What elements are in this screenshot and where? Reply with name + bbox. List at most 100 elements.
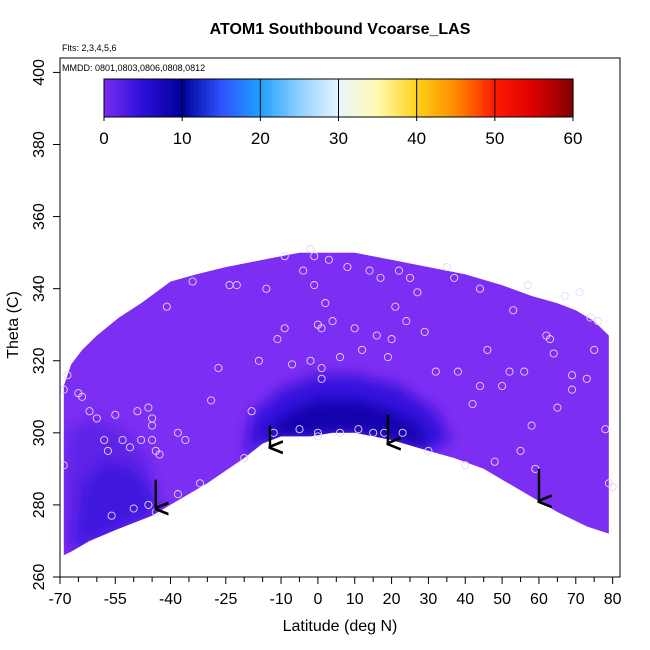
colorbar-swatch: [549, 79, 555, 117]
dates-subtitle: MMDD: 0801,0803,0806,0808,0812: [62, 63, 205, 73]
observation-point: [310, 252, 319, 261]
observation-point: [568, 371, 577, 380]
colorbar-tick-label: 60: [564, 129, 583, 148]
observation-point: [262, 284, 271, 293]
colorbar-swatch: [225, 79, 230, 117]
observation-point: [350, 324, 359, 333]
colorbar-swatch: [408, 79, 414, 117]
observation-point: [232, 281, 241, 290]
colorbar-swatch: [440, 79, 445, 117]
colorbar-swatch: [115, 79, 121, 117]
y-tick-label: 400: [31, 59, 48, 86]
colorbar-swatch: [401, 79, 406, 117]
colorbar-swatch: [201, 79, 207, 117]
colorbar-swatch: [268, 79, 273, 117]
colorbar-swatch: [322, 79, 328, 117]
observation-point: [468, 399, 477, 409]
colorbar-swatch: [494, 79, 500, 117]
observation-point: [85, 407, 94, 416]
colorbar-swatch: [533, 79, 539, 117]
descent-arrows: [156, 414, 539, 509]
colorbar-swatch: [193, 79, 199, 117]
colorbar-swatch: [506, 79, 512, 117]
observation-point: [527, 421, 536, 430]
colorbar-swatch: [315, 79, 320, 117]
colorbar-swatch: [510, 79, 515, 117]
x-tick-label: 20: [383, 591, 401, 608]
observation-point: [118, 435, 127, 445]
observation-point: [299, 266, 308, 275]
colorbar-swatch: [186, 79, 191, 117]
observation-point: [144, 500, 153, 509]
observation-point: [545, 335, 555, 344]
colorbar-swatch: [162, 79, 168, 117]
x-tick-label: -25: [214, 591, 237, 608]
colorbar-swatch: [182, 79, 187, 117]
colorbar-swatch: [471, 79, 476, 117]
heatmap-field: [63, 252, 609, 556]
observation-point: [553, 403, 562, 412]
observation-point: [111, 410, 120, 419]
colorbar-swatch: [447, 79, 453, 117]
x-tick-label: -55: [104, 591, 127, 608]
colorbar-swatch: [389, 79, 394, 117]
colorbar-swatch: [416, 79, 422, 117]
colorbar-swatch: [143, 79, 148, 117]
colorbar-swatch: [240, 79, 246, 117]
colorbar-gradient: [104, 79, 574, 117]
observation-point: [365, 266, 374, 275]
x-tick-label: 80: [604, 591, 622, 608]
y-tick-label: 320: [31, 347, 48, 374]
y-tick-label: 280: [31, 491, 48, 518]
colorbar-swatch: [451, 79, 457, 117]
observation-point: [509, 306, 518, 315]
observation-point: [520, 367, 529, 376]
observation-point: [590, 345, 599, 354]
plot-frame: [59, 57, 621, 578]
colorbar-ticks: 0 10 20 30 40 50 60: [99, 79, 582, 148]
colorbar-swatch: [311, 79, 316, 117]
colorbar-swatch: [350, 79, 355, 117]
colorbar-swatch: [467, 79, 472, 117]
colorbar-swatch: [377, 79, 383, 117]
colorbar-swatch: [424, 79, 429, 117]
observation-point: [343, 262, 352, 272]
observation-point: [475, 381, 485, 391]
colorbar-swatch: [459, 79, 465, 117]
colorbar-swatch: [213, 79, 218, 117]
observation-point: [354, 425, 363, 434]
observation-point: [317, 324, 326, 333]
observation-point: [593, 317, 602, 326]
colorbar-swatch: [272, 79, 277, 117]
colorbar-swatch: [131, 79, 136, 117]
observation-point: [568, 385, 577, 394]
colorbar-swatch: [291, 79, 297, 117]
colorbar-swatch: [244, 79, 250, 117]
heatmap-region-2: [74, 461, 156, 549]
y-tick-label: 260: [31, 564, 48, 591]
colorbar-swatch: [221, 79, 226, 117]
colorbar-swatch: [229, 79, 234, 117]
colorbar-swatch: [502, 79, 508, 117]
colorbar-swatch: [358, 79, 363, 117]
colorbar-swatch: [569, 79, 574, 117]
colorbar-swatch: [541, 79, 547, 117]
observation-point: [586, 313, 595, 322]
observation-point: [247, 407, 256, 416]
observation-point: [442, 262, 451, 272]
colorbar-swatch: [373, 79, 379, 117]
colorbar-swatch: [342, 79, 347, 117]
colorbar-tick-label: 10: [173, 129, 192, 148]
observation-point: [335, 428, 345, 437]
colorbar-swatch: [361, 79, 367, 117]
observation-point: [317, 363, 326, 373]
colorbar-swatch: [174, 79, 179, 117]
colorbar-swatch: [479, 79, 484, 117]
colorbar-swatch: [436, 79, 441, 117]
observation-point: [288, 360, 297, 369]
colorbar-swatch: [381, 79, 386, 117]
observation-point: [181, 435, 190, 445]
colorbar-swatch: [354, 79, 359, 117]
colorbar-tick-label: 20: [251, 129, 270, 148]
observation-point: [306, 244, 315, 254]
